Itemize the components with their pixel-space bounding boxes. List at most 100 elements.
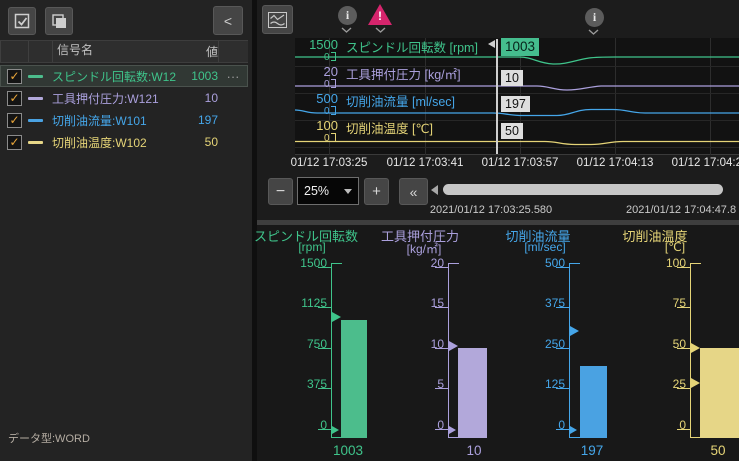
trend-line-pressure: [295, 85, 739, 91]
warning-exclamation: !: [378, 9, 382, 23]
signal-strip-label: 切削油温度 [℃]: [346, 122, 433, 136]
gauge-marker-icon: [449, 341, 458, 351]
trend-line-spindle: [295, 56, 739, 65]
gauge-tick-label: 1500: [300, 256, 327, 270]
column-header-value[interactable]: 値: [205, 45, 218, 59]
scroll-left-arrow-icon[interactable]: [431, 185, 438, 195]
trend-line-temperature: [295, 140, 739, 146]
rewind-button[interactable]: «: [399, 178, 428, 205]
trend-lines: [295, 56, 739, 146]
cursor-value-box: 50: [501, 123, 523, 139]
gauge-unit: [℃]: [664, 240, 686, 254]
gauge-tick-label: 75: [672, 296, 686, 310]
gauge-tick-label: 375: [544, 296, 565, 310]
cursor-handle-icon[interactable]: [488, 40, 495, 48]
zoom-in-button[interactable]: +: [364, 178, 389, 205]
table-row[interactable]: ✓ 切削油流量:W101 197: [0, 109, 248, 131]
axis-zero-label: 0: [324, 106, 336, 117]
signal-list-panel: < 信号名 値 ✓ スピンドル回転数:W120 1003 ··· ✓ 工具押付圧…: [0, 0, 252, 461]
gauge-value: 197: [580, 443, 604, 458]
signal-checkbox[interactable]: ✓: [7, 90, 22, 106]
axis-zero-label: 0: [324, 79, 336, 90]
signal-checkbox[interactable]: ✓: [7, 68, 22, 84]
axis-zero-label: 0: [324, 133, 336, 144]
column-header-name[interactable]: 信号名: [52, 41, 176, 62]
gauge-tick-label: 20: [430, 256, 444, 270]
axis-max-label: 100: [316, 118, 338, 133]
table-row[interactable]: ✓ 切削油温度:W102 50: [0, 131, 248, 153]
chevron-left-icon: <: [223, 12, 233, 29]
signal-checkbox[interactable]: ✓: [7, 134, 22, 150]
gauge-tick-label: 50: [672, 337, 686, 351]
chevron-down-icon[interactable]: [375, 27, 386, 33]
status-data-type: データ型:WORD: [8, 433, 90, 445]
gauge-value: 1003: [332, 443, 364, 458]
gauge-tick-label: 375: [306, 377, 327, 391]
row-menu-button[interactable]: ···: [226, 68, 240, 84]
gauge-tick-label: 1125: [301, 296, 327, 310]
gauge-value: 10: [466, 443, 482, 458]
checkbox-icon: [14, 13, 29, 28]
gauge-tick-label: 5: [437, 377, 444, 391]
layers-icon: [51, 13, 66, 28]
time-tick: 01/12 17:03:41: [386, 157, 464, 169]
time-scrollbar[interactable]: [443, 184, 723, 195]
signal-strip-label: スピンドル回転数 [rpm]: [346, 41, 478, 55]
copy-list-button[interactable]: [45, 7, 73, 35]
gauge-marker-icon: [332, 312, 341, 322]
check-icon: ✓: [9, 135, 20, 149]
gauge-tick-label: 500: [544, 256, 565, 270]
chart-settings-button[interactable]: [262, 5, 293, 34]
collapse-panel-button[interactable]: <: [213, 6, 243, 35]
signal-color-swatch: [28, 118, 43, 122]
signal-table-header: 信号名 値: [0, 40, 248, 63]
caret-down-icon: [344, 188, 352, 194]
check-icon: ✓: [9, 69, 20, 83]
signal-value: 10: [204, 91, 218, 105]
gauge-unit: [kg/㎡]: [406, 242, 442, 256]
signal-value: 197: [197, 113, 218, 127]
trend-line-flow: [295, 108, 739, 117]
info-icon[interactable]: i: [338, 6, 357, 25]
gauge-tick-label: 125: [544, 377, 565, 391]
gauge-value: 50: [710, 443, 726, 458]
axis-zero-label: 0: [324, 52, 336, 63]
gauge-tool-pressure: 工具押付圧力 [kg/㎡] 20 15 10 5 0 10: [350, 225, 490, 461]
time-tick: 01/12 17:03:57: [481, 157, 559, 169]
range-end-timestamp: 2021/01/12 17:04:47.8: [626, 204, 737, 216]
zoom-out-button[interactable]: −: [268, 178, 293, 205]
time-cursor[interactable]: [496, 39, 498, 154]
gauge-tick-label: 0: [437, 418, 444, 432]
gauge-tick-label: 15: [430, 296, 444, 310]
axis-max-label: 500: [316, 91, 338, 106]
zoom-level-select[interactable]: 25%: [297, 177, 359, 205]
signal-checkbox[interactable]: ✓: [7, 112, 22, 128]
time-tick: 01/12 17:03:25: [290, 157, 368, 169]
signal-name: スピンドル回転数:W120: [52, 69, 176, 84]
signal-value: 1003: [191, 69, 218, 83]
gauge-zero-marker-icon: [570, 426, 577, 434]
gauge-zero-marker-icon: [332, 426, 339, 434]
gauge-tick-label: 100: [665, 256, 686, 270]
cursor-value-box: 197: [501, 96, 530, 112]
table-row[interactable]: ✓ 工具押付圧力:W121 10: [0, 87, 248, 109]
zoom-level-value: 25%: [304, 184, 330, 198]
horizontal-splitter[interactable]: [257, 220, 739, 225]
table-row[interactable]: ✓ スピンドル回転数:W120 1003 ···: [0, 65, 248, 87]
gauge-marker-icon: [570, 326, 579, 336]
gauge-coolant-flow: 切削油流量 [ml/sec] 500 375 250 125 0 197: [468, 225, 610, 461]
chevron-down-icon[interactable]: [341, 27, 352, 33]
range-start-timestamp: 2021/01/12 17:03:25.580: [429, 204, 553, 216]
cursor-value-box: 1003: [501, 38, 540, 56]
check-icon: ✓: [9, 91, 20, 105]
bar-gauge-panel: スピンドル回転数 [rpm] 1500 1125 750 375 0 1003 …: [254, 225, 739, 461]
gauge-axis: [331, 263, 332, 438]
select-all-button[interactable]: [8, 7, 36, 35]
warning-icon[interactable]: [368, 4, 392, 25]
time-tick: 01/12 17:04:29: [671, 157, 739, 169]
signal-color-swatch: [28, 96, 43, 100]
info-icon[interactable]: i: [585, 8, 604, 27]
chevron-down-icon[interactable]: [588, 29, 599, 35]
gauge-tick-label: 250: [544, 337, 565, 351]
